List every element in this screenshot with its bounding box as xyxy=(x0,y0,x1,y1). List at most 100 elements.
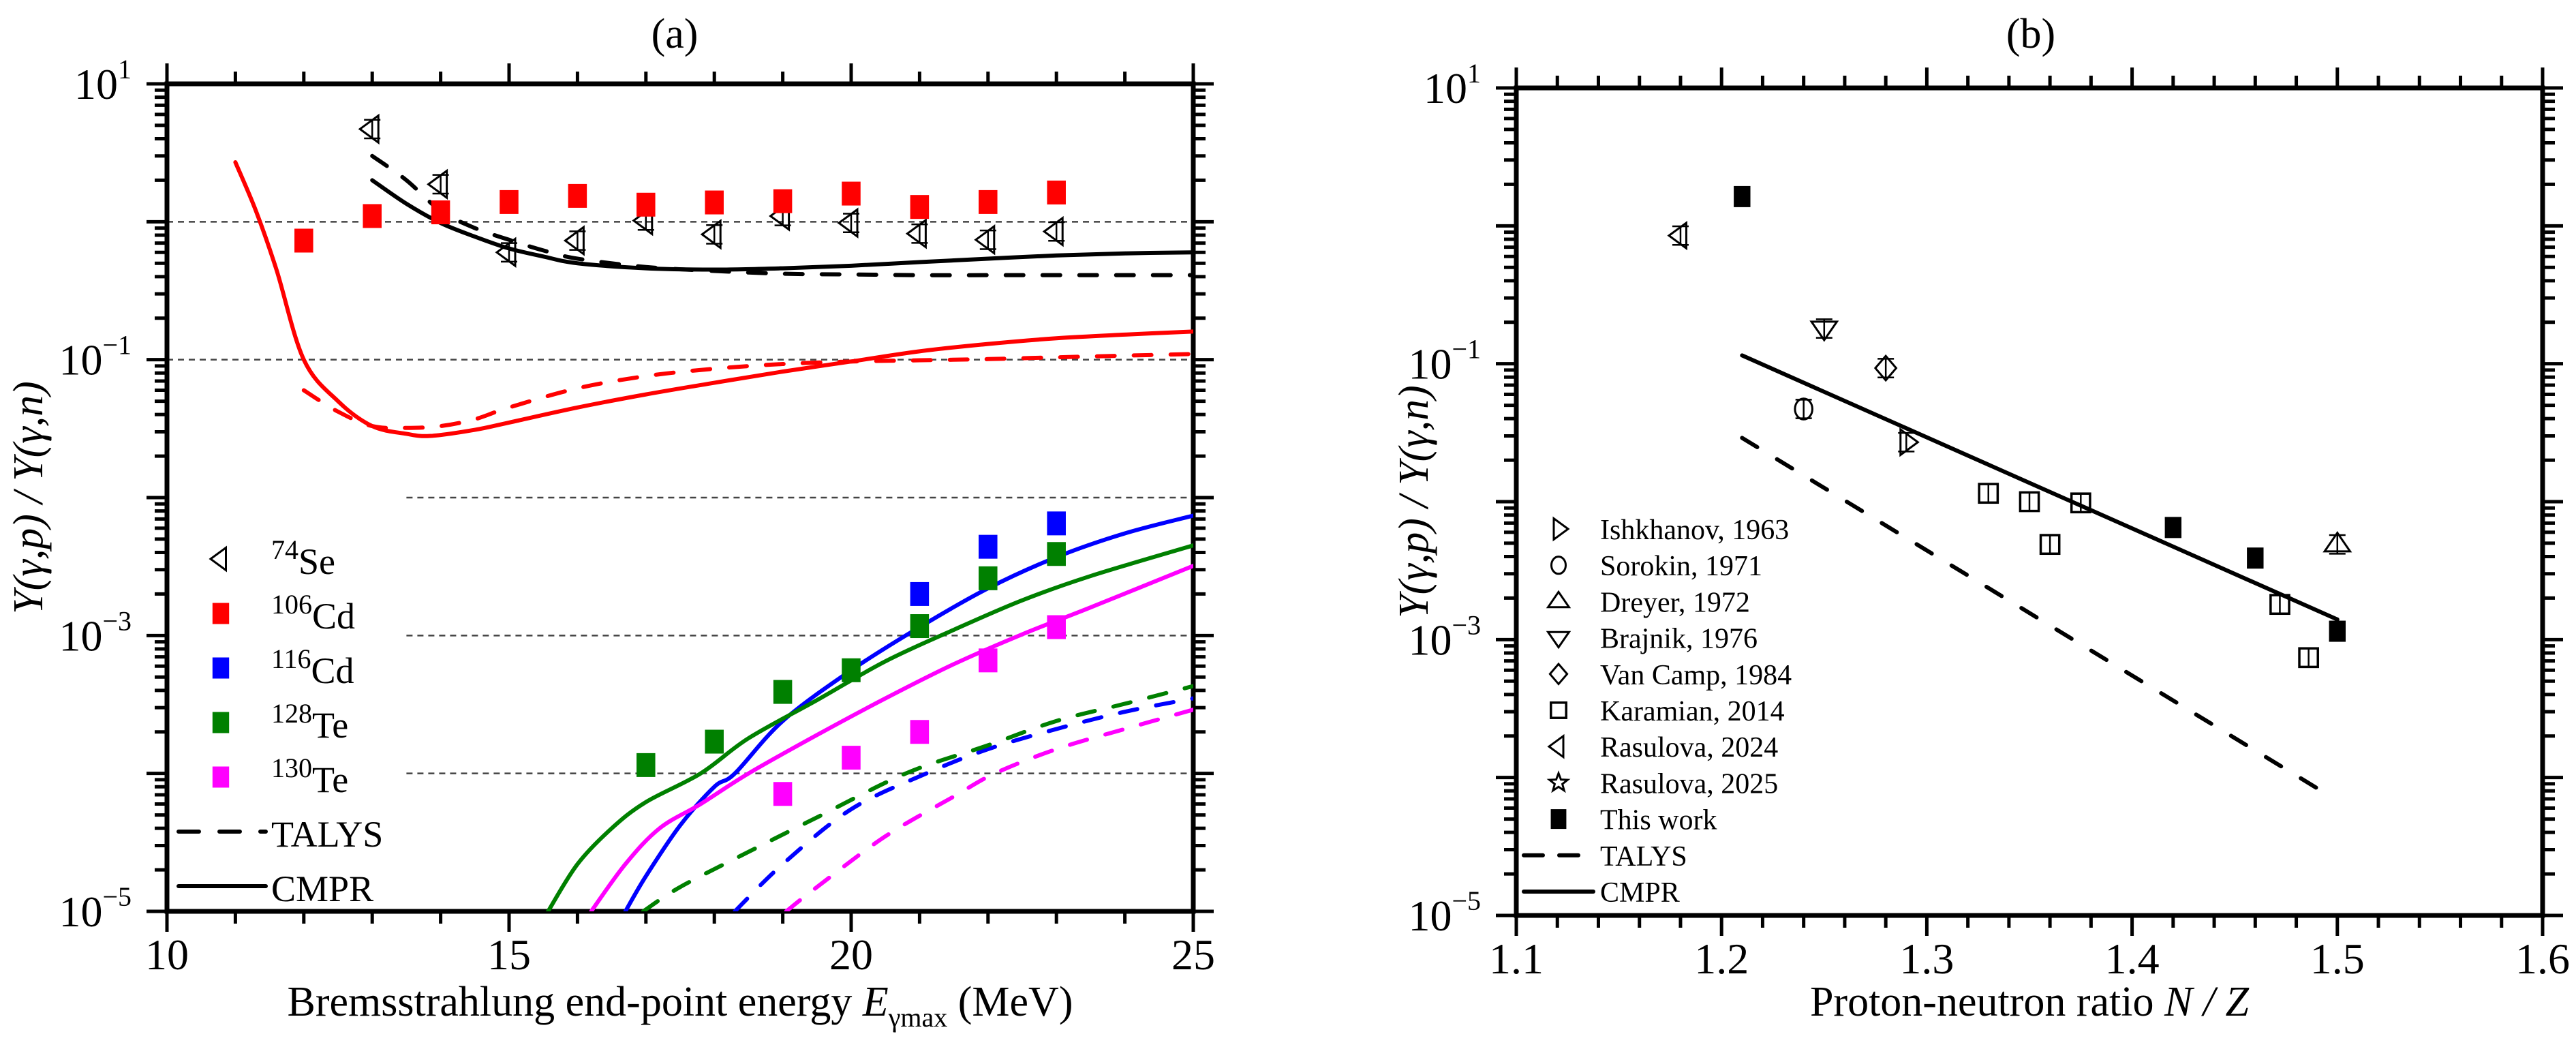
data-point xyxy=(427,168,448,200)
data-point xyxy=(705,729,724,754)
talys-curve xyxy=(641,684,1193,911)
data-point xyxy=(974,224,996,256)
data-point xyxy=(637,753,656,777)
x-tick-label: 1.6 xyxy=(2515,935,2570,983)
legend-marker-icon xyxy=(1546,631,1571,650)
legend-label: Van Camp, 1984 xyxy=(1600,660,1792,691)
data-point xyxy=(910,720,930,744)
cmpr-curve xyxy=(233,160,1193,438)
data-point xyxy=(1047,511,1066,536)
x-axis-label: Bremsstrahlung end-point energy Eγmax (M… xyxy=(288,979,1073,1033)
y-tick-exponent: −3 xyxy=(1452,609,1481,640)
panel-b: (b)1.1 1.2 1.3 1.4 1.5 1.610110−110−310−5Prot… xyxy=(1391,11,2570,1025)
legend-label-mass: 116 xyxy=(271,643,311,674)
x-axis-label-subscript: γmax xyxy=(888,1002,948,1033)
legend-marker-icon xyxy=(212,766,230,788)
y-tick-label: 10−5 xyxy=(1408,885,1481,940)
legend-item: 74Se xyxy=(209,534,335,582)
legend-label: Rasulova, 2024 xyxy=(1600,732,1778,763)
legend-item: 130Te xyxy=(212,753,348,800)
data-point xyxy=(910,614,930,639)
legend-label: CMPR xyxy=(1600,877,1680,909)
talys-curve xyxy=(370,153,1193,277)
legend-label: 128Te xyxy=(271,698,348,746)
talys-curve xyxy=(784,708,1193,911)
x-tick-label: 1.1 xyxy=(1489,935,1544,983)
x-axis-label-symbol: E xyxy=(862,979,889,1025)
data-point xyxy=(2247,547,2264,569)
legend-marker-icon xyxy=(212,603,230,624)
data-point xyxy=(2329,620,2346,642)
data-point xyxy=(1899,427,1920,457)
x-axis-label-text: Bremsstrahlung end-point energy xyxy=(288,979,863,1025)
data-point xyxy=(1809,320,1839,342)
data-point xyxy=(1667,220,1687,251)
legend-marker-icon xyxy=(1546,770,1571,793)
x-tick-label: 1.4 xyxy=(2105,935,2160,983)
legend-label: Rasulova, 2025 xyxy=(1600,768,1778,800)
talys-curve xyxy=(733,696,1193,911)
legend-item: Rasulova, 2024 xyxy=(1547,732,1778,763)
data-point xyxy=(910,581,930,606)
data-point xyxy=(842,181,861,206)
legend-item: CMPR xyxy=(1522,877,1680,909)
panel-title: (a) xyxy=(651,11,699,57)
legend-label: Sorokin, 1971 xyxy=(1600,551,1762,582)
y-tick-label: 10−3 xyxy=(59,605,132,660)
y-tick-base: 10 xyxy=(1408,892,1452,940)
legend-label-text: Ishkhanov, 1963 xyxy=(1600,515,1789,546)
data-point xyxy=(1978,483,1999,504)
legend-marker-icon xyxy=(212,712,230,733)
legend-item: Ishkhanov, 1963 xyxy=(1552,515,1789,546)
y-tick-exponent: −1 xyxy=(1452,334,1481,365)
data-point xyxy=(2070,492,2091,514)
legend-item: Dreyer, 1972 xyxy=(1546,587,1750,618)
data-point xyxy=(500,189,519,214)
legend-label: 130Te xyxy=(271,753,348,800)
data-point xyxy=(705,190,724,215)
data-point xyxy=(842,658,861,682)
legend-label-text: CMPR xyxy=(1600,877,1680,909)
legend-label-text: TALYS xyxy=(1600,841,1687,872)
data-point xyxy=(1794,397,1813,421)
y-tick-exponent: −5 xyxy=(102,881,132,912)
y-tick-base: 10 xyxy=(1424,64,1467,112)
legend-item: Van Camp, 1984 xyxy=(1548,660,1792,691)
legend-item: TALYS xyxy=(1522,841,1687,872)
data-point xyxy=(1042,215,1064,247)
data-point xyxy=(563,225,585,256)
x-tick-label: 25 xyxy=(1171,930,1215,979)
y-tick-label: 101 xyxy=(1424,58,1481,112)
legend-label-text: Dreyer, 1972 xyxy=(1600,587,1750,618)
legend-marker-icon xyxy=(1547,733,1565,759)
legend-label-mass: 106 xyxy=(271,589,312,620)
data-point xyxy=(363,204,382,228)
x-tick-label: 10 xyxy=(145,930,189,979)
legend-item: CMPR xyxy=(177,868,373,909)
legend-item: Rasulova, 2025 xyxy=(1546,768,1778,800)
legend-label-text: Van Camp, 1984 xyxy=(1600,660,1792,691)
data-point xyxy=(700,219,722,250)
curves xyxy=(1740,353,2340,798)
legend-label: 74Se xyxy=(271,534,335,582)
legend: Ishkhanov, 1963 Sorokin, 1971 Dreyer, 1972… xyxy=(1522,515,1792,909)
x-tick-label: 1.3 xyxy=(1899,935,1954,983)
data-point xyxy=(358,113,380,145)
x-axis-label-symbol: N / Z xyxy=(2164,979,2250,1025)
y-tick-base: 10 xyxy=(59,336,102,384)
data-point xyxy=(842,746,861,770)
data-point xyxy=(2164,517,2182,538)
legend-marker-icon xyxy=(209,545,227,573)
legend-label-text: CMPR xyxy=(271,868,373,909)
data-point xyxy=(1047,615,1066,639)
y-tick-base: 10 xyxy=(74,60,118,108)
data-point xyxy=(773,189,793,213)
y-tick-exponent: −1 xyxy=(102,330,132,361)
legend-label-element: Se xyxy=(298,541,335,582)
legend-label: 116Cd xyxy=(271,643,354,691)
legend-label-mass: 128 xyxy=(271,698,312,729)
y-tick-label: 10−3 xyxy=(1408,609,1481,664)
legend-item: This work xyxy=(1550,805,1717,836)
legend-label: Ishkhanov, 1963 xyxy=(1600,515,1789,546)
